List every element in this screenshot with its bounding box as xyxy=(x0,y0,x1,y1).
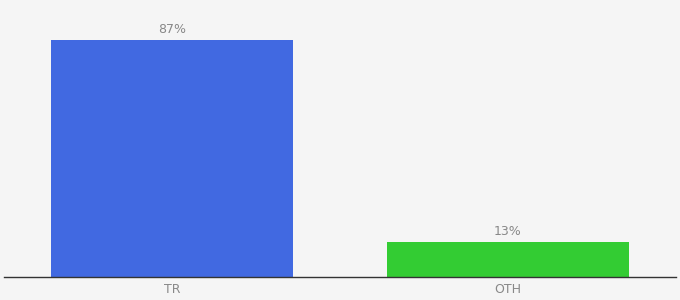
Bar xyxy=(51,40,293,277)
Bar xyxy=(387,242,629,277)
Text: 13%: 13% xyxy=(494,225,522,238)
Text: 87%: 87% xyxy=(158,22,186,36)
